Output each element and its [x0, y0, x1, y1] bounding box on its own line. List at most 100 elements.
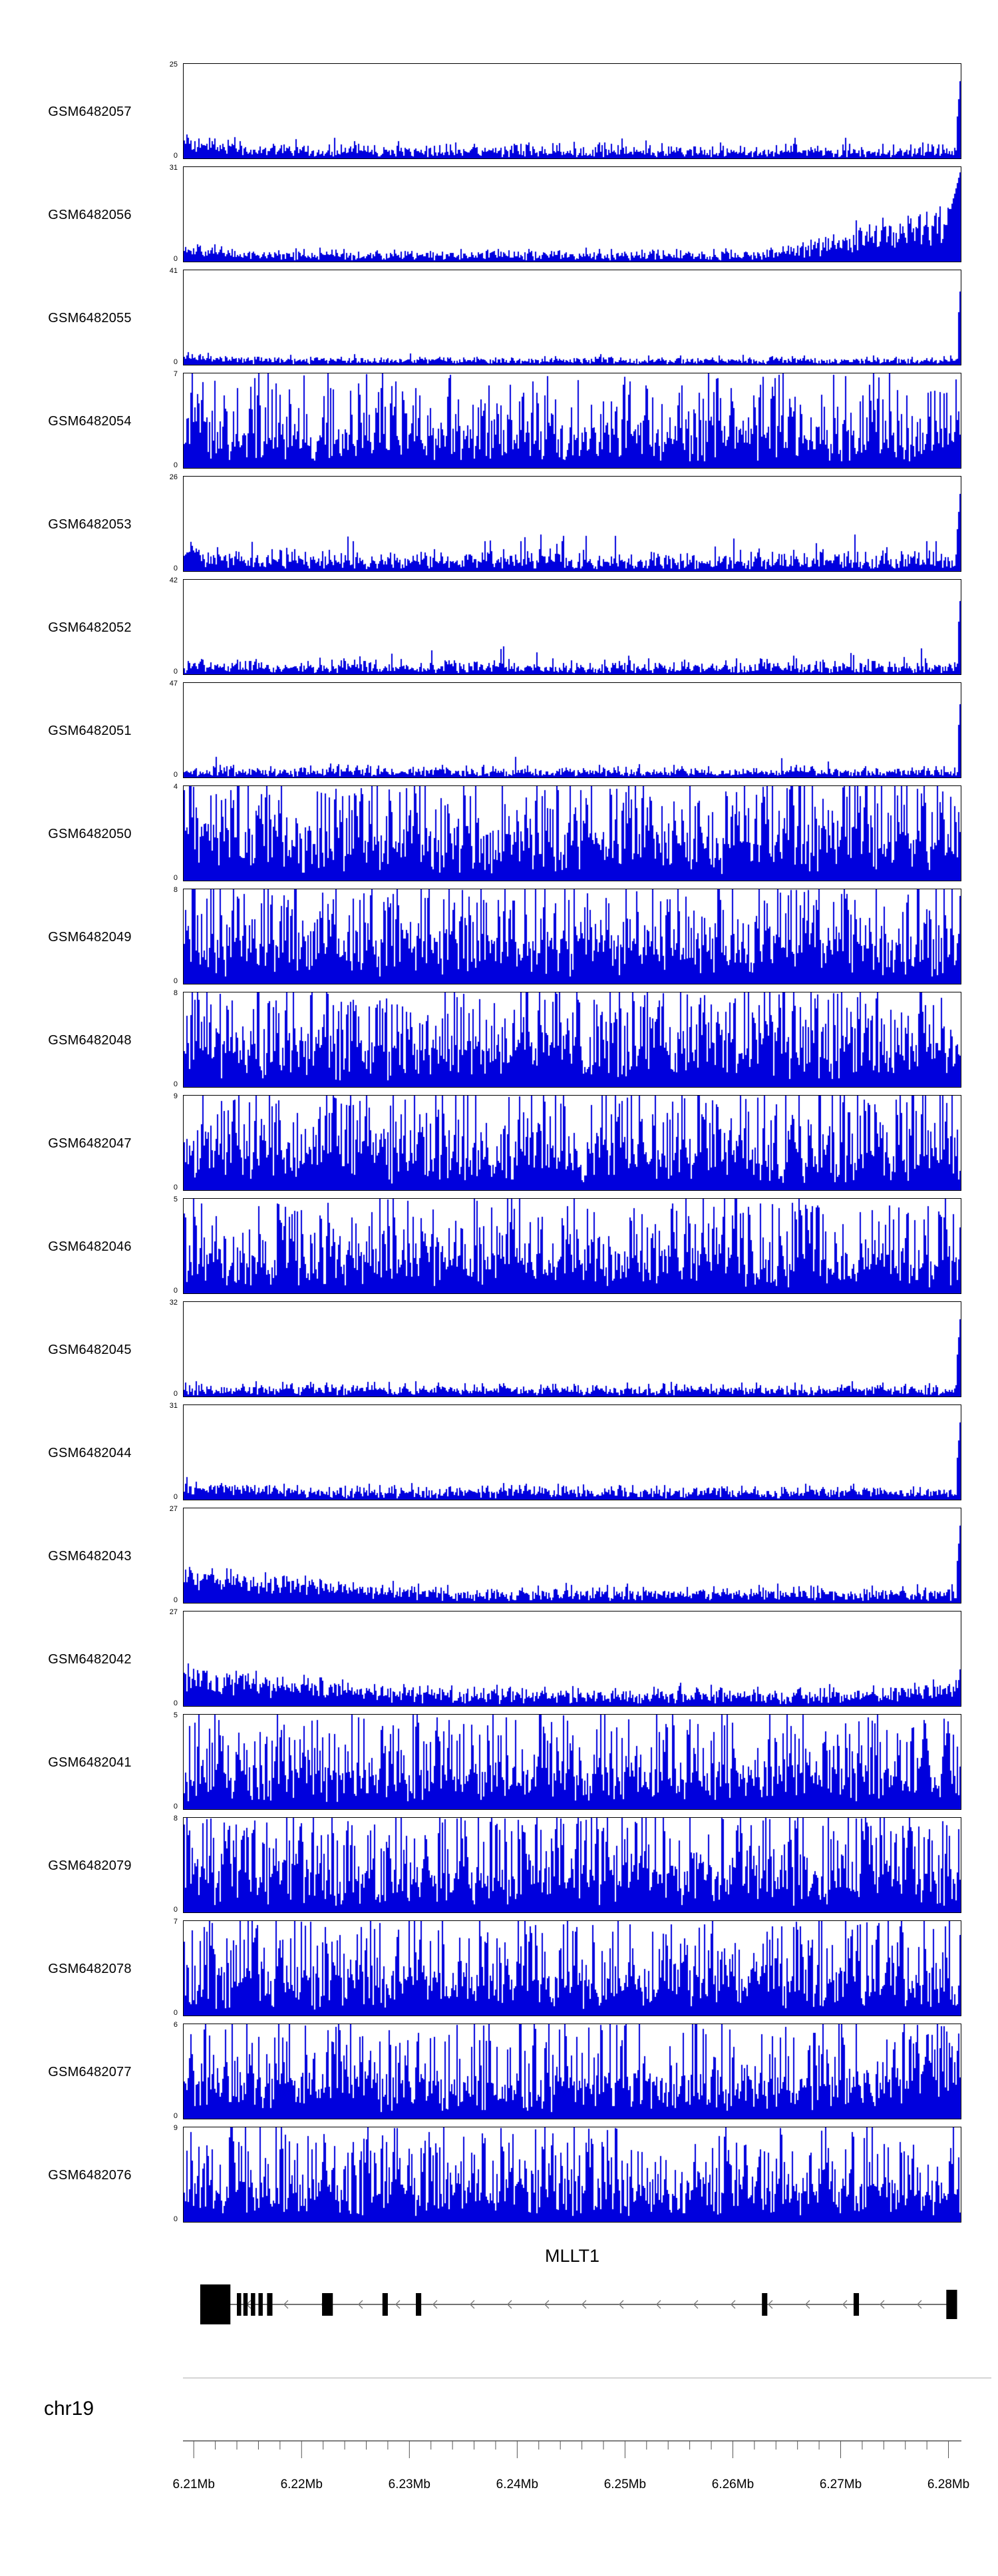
- strand-arrow-icon: [805, 2300, 810, 2309]
- y-axis-max-label: 9: [173, 2124, 178, 2132]
- coverage-histogram: [184, 1302, 961, 1396]
- track-label: GSM6482051: [48, 723, 132, 738]
- y-axis-zero-label: 0: [173, 1906, 178, 1914]
- axis-tick-label: 6.21Mb: [173, 2477, 215, 2491]
- axis-tick-label: 6.23Mb: [389, 2477, 430, 2491]
- y-axis-max-label: 7: [173, 1918, 178, 1926]
- coverage-plot-box: [183, 1817, 961, 1913]
- coverage-plot-box: [183, 2024, 961, 2119]
- coverage-tracks-panel: GSM6482057 25 0 GSM6482056 31 0 GSM64820…: [0, 61, 998, 2230]
- y-axis-zero-label: 0: [173, 1596, 178, 1604]
- y-axis-zero-label: 0: [173, 2112, 178, 2120]
- coverage-histogram: [184, 1611, 961, 1706]
- coverage-track-row: GSM6482077 6 0: [0, 2021, 998, 2127]
- coverage-histogram: [184, 64, 961, 158]
- coverage-track-row: GSM6482079 8 0: [0, 1815, 998, 1920]
- axis-tick-label: 6.28Mb: [927, 2477, 969, 2491]
- track-label: GSM6482049: [48, 929, 132, 945]
- gene-exon: [382, 2293, 388, 2316]
- y-axis-max-label: 5: [173, 1711, 178, 1719]
- y-axis-zero-label: 0: [173, 874, 178, 882]
- strand-arrow-icon: [693, 2300, 699, 2309]
- y-axis-max-label: 26: [169, 473, 178, 481]
- coverage-histogram: [184, 1199, 961, 1293]
- coverage-track-row: GSM6482045 32 0: [0, 1299, 998, 1404]
- track-label: GSM6482048: [48, 1032, 132, 1048]
- coverage-track-row: GSM6482052 42 0: [0, 576, 998, 682]
- coverage-track-row: GSM6482044 31 0: [0, 1402, 998, 1508]
- coverage-histogram: [184, 1818, 961, 1912]
- axis-tick-label: 6.24Mb: [496, 2477, 538, 2491]
- y-axis-zero-label: 0: [173, 461, 178, 469]
- gene-exon: [322, 2293, 333, 2316]
- strand-arrow-icon: [768, 2300, 773, 2309]
- coverage-plot-box: [183, 1714, 961, 1810]
- coverage-histogram: [184, 373, 961, 468]
- track-label: GSM6482041: [48, 1755, 132, 1770]
- y-axis-max-label: 8: [173, 989, 178, 997]
- track-label: GSM6482043: [48, 1548, 132, 1564]
- strand-arrow-icon: [544, 2300, 550, 2309]
- coverage-histogram: [184, 1508, 961, 1603]
- coverage-track-row: GSM6482051 47 0: [0, 680, 998, 785]
- strand-arrow-icon: [283, 2300, 289, 2309]
- strand-arrow-icon: [656, 2300, 661, 2309]
- coverage-histogram: [184, 1405, 961, 1500]
- coverage-histogram: [184, 1096, 961, 1190]
- coverage-histogram: [184, 683, 961, 777]
- track-label: GSM6482042: [48, 1651, 132, 1667]
- coverage-plot-box: [183, 1404, 961, 1500]
- strand-arrow-icon: [619, 2300, 624, 2309]
- y-axis-zero-label: 0: [173, 255, 178, 263]
- gene-exon: [200, 2284, 231, 2324]
- coverage-histogram: [184, 167, 961, 262]
- coverage-track-row: GSM6482050 4 0: [0, 783, 998, 889]
- y-axis-zero-label: 0: [173, 771, 178, 779]
- axis-tick-label: 6.22Mb: [281, 2477, 323, 2491]
- coverage-track-row: GSM6482049 8 0: [0, 886, 998, 992]
- y-axis-zero-label: 0: [173, 1493, 178, 1501]
- coverage-track-row: GSM6482046 5 0: [0, 1195, 998, 1301]
- strand-arrow-icon: [582, 2300, 587, 2309]
- gene-name-label: MLLT1: [544, 2246, 600, 2266]
- coverage-plot-box: [183, 785, 961, 881]
- coverage-track-row: GSM6482076 9 0: [0, 2124, 998, 2230]
- strand-arrow-icon: [917, 2300, 922, 2309]
- coverage-histogram: [184, 270, 961, 365]
- y-axis-max-label: 47: [169, 680, 178, 688]
- y-axis-max-label: 9: [173, 1092, 178, 1100]
- y-axis-max-label: 6: [173, 2021, 178, 2029]
- y-axis-max-label: 8: [173, 1815, 178, 1823]
- gene-exon: [853, 2293, 860, 2316]
- track-label: GSM6482055: [48, 310, 132, 325]
- coverage-histogram: [184, 889, 961, 984]
- coverage-track-row: GSM6482055 41 0: [0, 267, 998, 373]
- y-axis-zero-label: 0: [173, 1183, 178, 1191]
- y-axis-zero-label: 0: [173, 152, 178, 160]
- gene-exon: [258, 2293, 263, 2316]
- coverage-track-row: GSM6482053 26 0: [0, 473, 998, 579]
- gene-exon: [267, 2293, 273, 2316]
- y-axis-zero-label: 0: [173, 2215, 178, 2223]
- track-label: GSM6482047: [48, 1136, 132, 1151]
- coverage-plot-box: [183, 1301, 961, 1397]
- coverage-track-row: GSM6482041 5 0: [0, 1711, 998, 1817]
- coverage-track-row: GSM6482042 27 0: [0, 1608, 998, 1714]
- track-label: GSM6482057: [48, 104, 132, 119]
- coverage-histogram: [184, 1715, 961, 1809]
- y-axis-max-label: 8: [173, 886, 178, 894]
- gene-exon: [416, 2293, 422, 2316]
- coverage-track-row: GSM6482048 8 0: [0, 989, 998, 1095]
- coverage-plot-box: [183, 1611, 961, 1707]
- track-label: GSM6482077: [48, 2064, 132, 2079]
- coverage-plot-box: [183, 166, 961, 262]
- y-axis-max-label: 31: [169, 1402, 178, 1410]
- coverage-plot-box: [183, 682, 961, 778]
- track-label: GSM6482046: [48, 1239, 132, 1254]
- axis-tick-label: 6.25Mb: [604, 2477, 646, 2491]
- coverage-plot-box: [183, 2127, 961, 2223]
- y-axis-max-label: 42: [169, 576, 178, 584]
- y-axis-zero-label: 0: [173, 1699, 178, 1707]
- y-axis-zero-label: 0: [173, 564, 178, 572]
